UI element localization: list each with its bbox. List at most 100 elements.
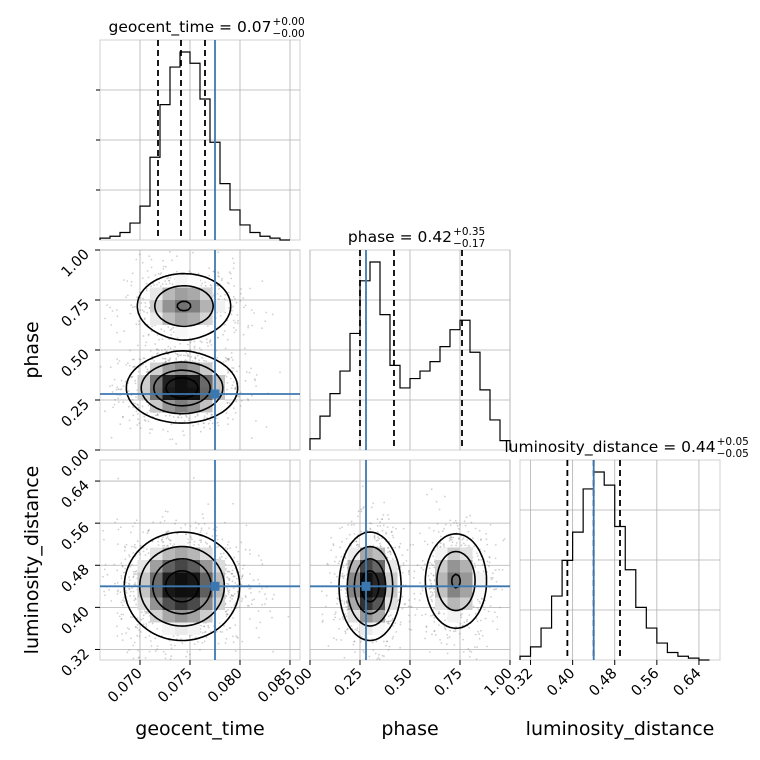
sample-point [374,652,377,655]
sample-point [224,563,227,566]
sample-point [217,424,220,427]
sample-point [235,329,238,332]
sample-point [117,397,119,400]
sample-point [251,324,254,327]
sample-point [232,305,234,308]
sample-point [245,524,248,527]
sample-point [236,591,239,593]
sample-point [232,587,235,589]
density-cell [447,560,460,573]
sample-point [231,598,234,600]
sample-point [363,651,365,654]
sample-point [206,412,209,415]
title-lower-error: −0.00 [272,28,304,40]
sample-point [157,540,160,543]
sample-point [372,649,375,651]
sample-point [135,258,138,261]
sample-point [250,437,253,439]
sample-point [168,414,171,417]
sample-point [253,598,256,601]
sample-point [271,616,273,619]
sample-point [488,556,491,559]
histogram-step [519,471,710,661]
sample-point [193,347,196,349]
sample-point [227,359,230,362]
sample-point [226,382,229,384]
sample-point [135,396,137,398]
sample-point [180,638,182,640]
sample-point [341,573,344,575]
sample-point [231,257,234,260]
sample-point [385,531,387,534]
density-cell [200,300,213,313]
sample-point [197,523,200,525]
sample-point [399,646,401,649]
sample-point [163,330,166,333]
sample-point [401,607,404,610]
sample-point [134,546,137,549]
sample-point [430,582,433,585]
sample-point [238,606,241,609]
sample-point [450,538,453,541]
sample-point [499,606,501,609]
sample-point [231,367,234,369]
sample-point [234,298,236,300]
sample-point [368,655,371,658]
sample-point [169,276,172,279]
sample-point [120,575,123,577]
sample-point [164,280,167,282]
sample-point [227,417,229,419]
sample-point [240,600,243,603]
sample-point [248,549,251,551]
sample-point [240,541,243,544]
sample-point [233,327,235,329]
sample-point [133,543,136,546]
sample-point [457,538,460,540]
sample-point [122,401,125,404]
sample-point [200,527,203,530]
sample-point [321,621,324,623]
sample-point [232,617,235,619]
sample-point [159,285,162,288]
sample-point [145,548,148,551]
y-tick-label: 0.00 [59,447,93,481]
sample-point [167,359,170,362]
sample-point [120,388,123,391]
sample-point [345,606,348,608]
sample-point [147,529,150,532]
sample-point [181,642,184,644]
sample-point [486,543,489,546]
sample-point [166,530,169,533]
sample-point [430,595,433,597]
sample-point [176,353,179,356]
sample-point [467,648,470,650]
sample-point [121,633,123,635]
sample-point [260,559,263,561]
sample-point [469,514,472,517]
sample-point [188,635,191,637]
sample-point [193,643,196,645]
sample-point [200,284,203,287]
sample-point [162,536,165,538]
sample-point [202,517,205,520]
sample-point [162,541,165,543]
sample-point [138,320,140,322]
sample-point [236,636,239,639]
sample-point [480,619,482,622]
sample-point [128,555,131,558]
sample-point [375,539,378,542]
sample-point [501,569,504,571]
sample-point [325,605,327,608]
sample-point [132,366,134,368]
histogram-luminosity_distance: luminosity_distance = 0.44 +0.05−0.05 [504,436,749,661]
sample-point [120,379,123,382]
sample-point [116,315,119,318]
sample-point [448,636,451,638]
sample-point [462,638,465,641]
sample-point [356,627,359,629]
sample-point [208,274,211,277]
sample-point [122,416,124,419]
panel-title: geocent_time = 0.07 [109,18,272,37]
sample-point [116,331,118,334]
sample-point [386,551,389,554]
